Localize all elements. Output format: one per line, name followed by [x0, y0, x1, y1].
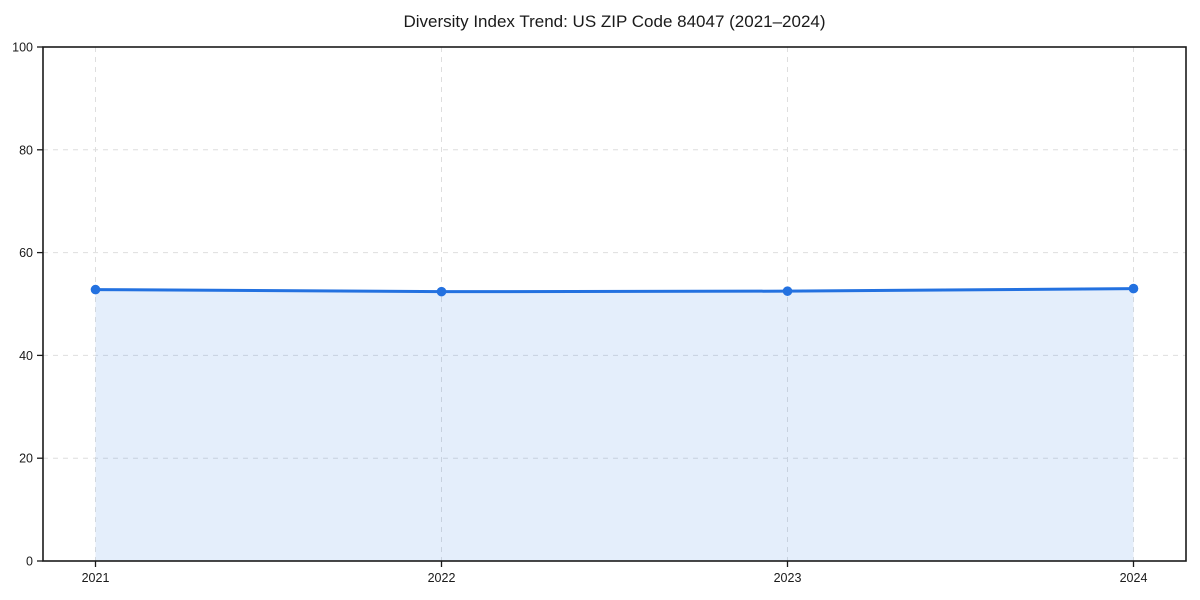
- y-tick-label: 0: [26, 555, 33, 569]
- data-point-2022: [436, 286, 447, 297]
- data-point-2023: [782, 286, 793, 296]
- x-tick-label: 2021: [82, 571, 110, 585]
- x-tick-label: 2022: [428, 571, 456, 585]
- data-point-2021: [90, 284, 101, 295]
- chart-title: Diversity Index Trend: US ZIP Code 84047…: [403, 12, 826, 31]
- plot-spines: [42, 46, 1187, 562]
- y-tick-label: 80: [19, 143, 33, 157]
- y-tick-label: 40: [19, 349, 33, 363]
- data-point-2024: [1128, 283, 1139, 294]
- trend-line: [94, 287, 1135, 294]
- y-tick-label: 60: [19, 246, 33, 260]
- x-tick-label: 2024: [1120, 571, 1148, 585]
- area-fill: [95, 288, 1134, 561]
- x-tick-label: 2023: [774, 571, 802, 585]
- y-tick-label: 100: [12, 41, 33, 55]
- y-tick-label: 20: [19, 452, 33, 466]
